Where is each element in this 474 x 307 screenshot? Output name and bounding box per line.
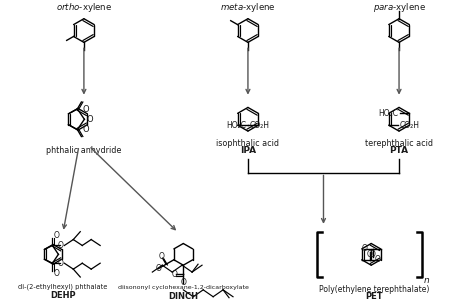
Text: O: O (54, 231, 59, 240)
Text: O: O (82, 105, 89, 114)
Text: $\mathit{ortho}$-xylene: $\mathit{ortho}$-xylene (56, 1, 112, 14)
Text: n: n (424, 277, 429, 286)
Text: PTA: PTA (390, 146, 409, 155)
Text: O: O (370, 250, 376, 259)
Text: O: O (57, 259, 64, 268)
Text: PET: PET (365, 292, 383, 301)
Text: di-(2-ethylhexyl) phthalate: di-(2-ethylhexyl) phthalate (18, 284, 108, 290)
Text: phthalic anhydride: phthalic anhydride (46, 146, 122, 155)
Text: O: O (172, 270, 177, 278)
Text: $\mathit{meta}$-xylene: $\mathit{meta}$-xylene (220, 1, 276, 14)
Text: O: O (362, 244, 368, 253)
Text: Poly(ethylene terephthalate): Poly(ethylene terephthalate) (319, 285, 429, 294)
Text: O: O (54, 269, 59, 278)
Text: $\mathit{para}$-xylene: $\mathit{para}$-xylene (373, 1, 426, 14)
Text: diisononyl cyclohexane-1,2-dicarboxylate: diisononyl cyclohexane-1,2-dicarboxylate (118, 285, 249, 290)
Text: isophthalic acid: isophthalic acid (217, 139, 280, 148)
Text: O: O (86, 115, 93, 124)
Text: DEHP: DEHP (50, 291, 76, 300)
Text: O: O (367, 250, 373, 259)
Text: O: O (181, 278, 186, 287)
Text: O: O (159, 252, 164, 261)
Text: CO₂H: CO₂H (249, 121, 270, 130)
Text: O: O (375, 255, 381, 264)
Text: O: O (155, 264, 161, 273)
Text: O: O (82, 125, 89, 134)
Text: HO₂C: HO₂C (378, 109, 399, 118)
Text: IPA: IPA (240, 146, 256, 155)
Text: O: O (57, 241, 64, 250)
Text: CO₂H: CO₂H (400, 121, 419, 130)
Text: terephthalic acid: terephthalic acid (365, 139, 433, 148)
Text: DINCH: DINCH (168, 292, 198, 301)
Text: HO₂C: HO₂C (227, 121, 246, 130)
